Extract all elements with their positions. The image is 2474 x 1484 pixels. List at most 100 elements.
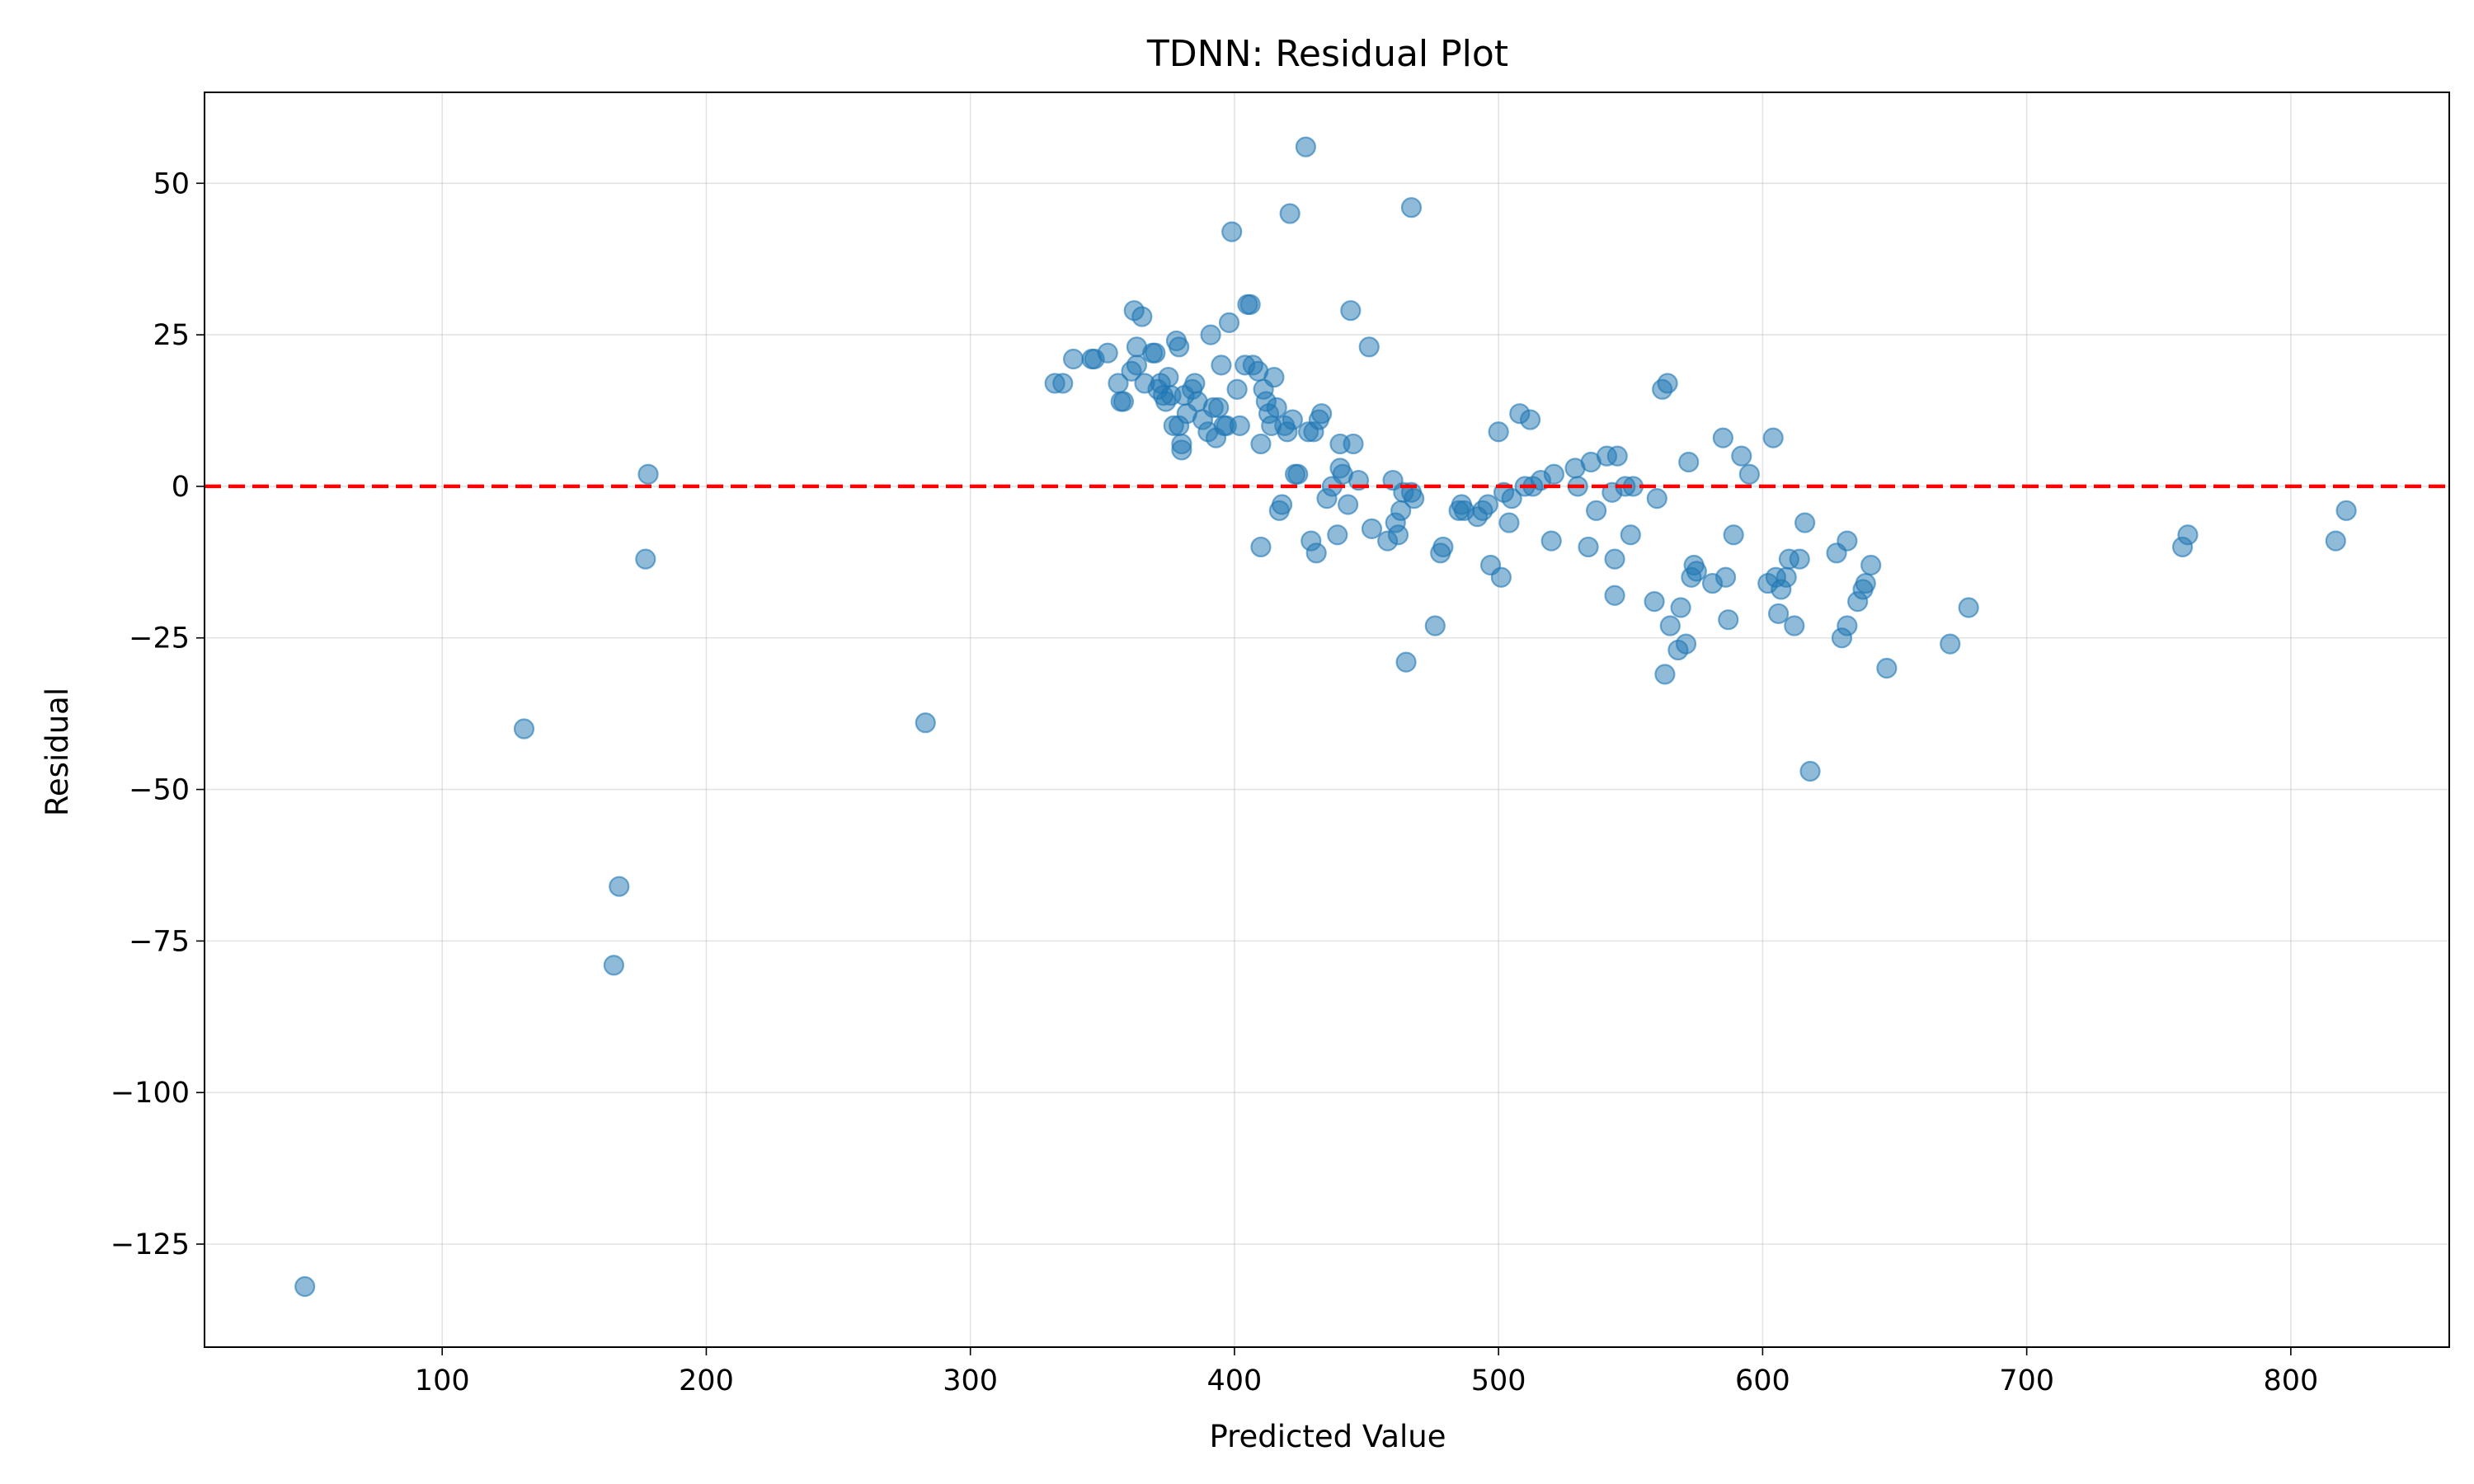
- data-point: [1837, 530, 1858, 552]
- data-point: [1855, 572, 1876, 594]
- data-point: [1145, 342, 1166, 364]
- data-point: [1646, 488, 1667, 510]
- data-point: [603, 955, 624, 976]
- data-point: [1776, 566, 1797, 588]
- data-points: [294, 136, 2357, 1298]
- data-point: [1221, 221, 1243, 242]
- x-tick-label: 200: [679, 1364, 734, 1397]
- data-point: [1723, 524, 1744, 546]
- data-point: [1229, 415, 1250, 436]
- data-point: [1794, 512, 1816, 533]
- data-point: [1266, 397, 1287, 418]
- data-point: [1714, 566, 1737, 588]
- data-point: [1540, 530, 1562, 552]
- data-point: [1169, 336, 1190, 358]
- data-point: [1287, 463, 1309, 485]
- data-point: [1490, 566, 1512, 588]
- data-point: [1338, 494, 1359, 515]
- data-point: [1543, 463, 1565, 485]
- y-tick-label: −75: [129, 925, 190, 958]
- data-point: [1424, 615, 1446, 636]
- data-point: [1586, 500, 1607, 521]
- data-point: [1279, 203, 1300, 224]
- data-point: [1644, 591, 1665, 613]
- data-point: [1657, 373, 1678, 394]
- data-point: [1131, 306, 1153, 327]
- data-point: [1062, 348, 1084, 370]
- data-point: [1343, 433, 1364, 455]
- data-point: [1158, 366, 1179, 388]
- data-point: [1860, 554, 1882, 576]
- y-tick-label: −25: [129, 622, 190, 655]
- data-point: [1112, 391, 1135, 412]
- data-point: [1340, 300, 1362, 322]
- data-point: [1208, 397, 1230, 418]
- data-point: [1184, 373, 1206, 394]
- y-tick-label: −100: [111, 1077, 190, 1110]
- data-point: [2325, 530, 2346, 552]
- data-point: [1200, 324, 1221, 345]
- data-point: [1327, 524, 1348, 546]
- data-point: [1784, 615, 1805, 636]
- data-point: [1239, 294, 1261, 315]
- data-point: [1271, 494, 1293, 515]
- data-point: [1432, 536, 1454, 558]
- y-axis-label: Residual: [40, 688, 75, 816]
- data-point: [1738, 463, 1760, 485]
- data-point: [1659, 615, 1681, 636]
- y-tick-label: 50: [153, 167, 190, 200]
- y-axis-ticks: 50 25 0 −25 −50 −75 −100 −125: [111, 167, 205, 1261]
- data-point: [1263, 366, 1285, 388]
- chart-title: TDNN: Residual Plot: [1146, 33, 1508, 75]
- data-point: [1310, 403, 1333, 425]
- data-point: [1305, 542, 1327, 564]
- data-point: [1940, 633, 1961, 655]
- x-axis-ticks: 100 200 300 400 500 600 700 800: [415, 1347, 2318, 1397]
- x-axis-label: Predicted Value: [1209, 1419, 1446, 1454]
- data-point: [1578, 536, 1599, 558]
- data-point: [1876, 657, 1898, 679]
- data-point: [1226, 378, 1248, 400]
- data-point: [1295, 136, 1316, 157]
- data-point: [1477, 494, 1498, 515]
- data-point: [1606, 445, 1628, 467]
- data-point: [1789, 548, 1810, 570]
- data-point: [1126, 355, 1148, 376]
- data-point: [513, 718, 535, 740]
- grid-lines: [205, 92, 2449, 1347]
- y-tick-label: 25: [153, 319, 190, 352]
- data-point: [1519, 409, 1541, 430]
- data-point: [1604, 585, 1625, 606]
- data-point: [1282, 409, 1303, 430]
- data-point: [1731, 445, 1752, 467]
- x-tick-label: 500: [1471, 1364, 1526, 1397]
- x-tick-label: 600: [1735, 1364, 1790, 1397]
- data-point: [1361, 518, 1383, 539]
- data-point: [2177, 524, 2199, 546]
- data-point: [1768, 603, 1790, 624]
- data-point: [1400, 197, 1423, 218]
- data-point: [609, 876, 630, 897]
- data-point: [1604, 548, 1625, 570]
- data-point: [915, 712, 936, 734]
- data-point: [1799, 760, 1821, 782]
- data-point: [1498, 512, 1520, 533]
- x-tick-label: 800: [2263, 1364, 2318, 1397]
- data-point: [1171, 439, 1192, 461]
- x-tick-label: 700: [1999, 1364, 2054, 1397]
- data-point: [1488, 421, 1509, 443]
- data-point: [1218, 312, 1240, 334]
- data-point: [1686, 561, 1707, 582]
- data-point: [1675, 633, 1697, 655]
- y-tick-label: 0: [172, 471, 190, 504]
- data-point: [294, 1275, 316, 1298]
- x-tick-label: 400: [1207, 1364, 1263, 1397]
- x-tick-label: 300: [943, 1364, 998, 1397]
- data-point: [1958, 597, 1979, 618]
- data-point: [1501, 488, 1522, 510]
- x-tick-label: 100: [415, 1364, 470, 1397]
- data-point: [1250, 433, 1272, 455]
- data-point: [1620, 524, 1641, 546]
- data-point: [1837, 615, 1858, 636]
